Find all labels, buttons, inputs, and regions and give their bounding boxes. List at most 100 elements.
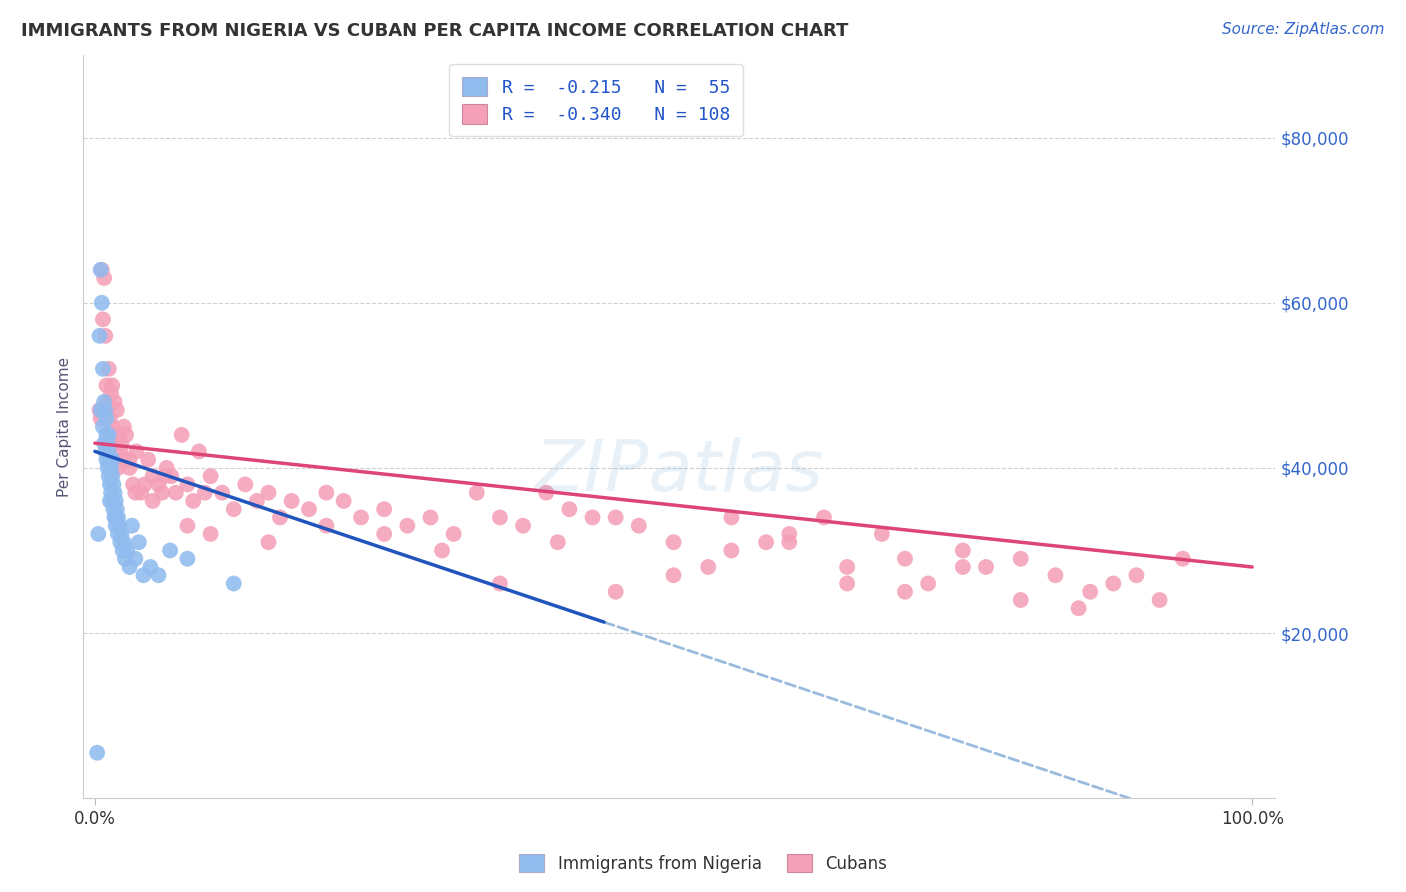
Point	[952, 543, 974, 558]
Point	[103, 510, 125, 524]
Point	[200, 469, 222, 483]
Point	[97, 461, 120, 475]
Point	[837, 560, 859, 574]
Point	[86, 746, 108, 760]
Point	[974, 560, 997, 574]
Point	[165, 485, 187, 500]
Text: IMMIGRANTS FROM NIGERIA VS CUBAN PER CAPITA INCOME CORRELATION CHART: IMMIGRANTS FROM NIGERIA VS CUBAN PER CAP…	[21, 22, 848, 40]
Point	[233, 477, 256, 491]
Point	[112, 535, 135, 549]
Point	[94, 403, 117, 417]
Point	[755, 535, 778, 549]
Point	[97, 469, 120, 483]
Point	[605, 584, 627, 599]
Point	[837, 576, 859, 591]
Point	[1045, 568, 1067, 582]
Point	[1149, 593, 1171, 607]
Point	[98, 494, 121, 508]
Point	[97, 395, 120, 409]
Point	[91, 312, 114, 326]
Point	[89, 328, 111, 343]
Point	[101, 452, 124, 467]
Legend: R =  -0.215   N =  55, R =  -0.340   N = 108: R = -0.215 N = 55, R = -0.340 N = 108	[449, 64, 742, 136]
Point	[160, 469, 183, 483]
Text: ZIPatlas: ZIPatlas	[534, 437, 824, 506]
Point	[98, 477, 121, 491]
Point	[91, 362, 114, 376]
Point	[917, 576, 939, 591]
Point	[298, 502, 321, 516]
Point	[396, 518, 419, 533]
Point	[211, 485, 233, 500]
Point	[96, 403, 118, 417]
Point	[125, 444, 148, 458]
Point	[96, 411, 118, 425]
Point	[142, 494, 165, 508]
Point	[110, 436, 132, 450]
Point	[156, 461, 179, 475]
Point	[870, 527, 893, 541]
Point	[101, 494, 124, 508]
Point	[98, 452, 121, 467]
Point	[124, 551, 146, 566]
Point	[332, 494, 354, 508]
Point	[107, 527, 129, 541]
Point	[93, 395, 115, 409]
Point	[101, 419, 124, 434]
Point	[512, 518, 534, 533]
Point	[1102, 576, 1125, 591]
Point	[1125, 568, 1147, 582]
Point	[100, 485, 122, 500]
Point	[108, 428, 131, 442]
Point	[134, 477, 156, 491]
Point	[100, 461, 122, 475]
Point	[139, 560, 162, 574]
Point	[94, 328, 117, 343]
Point	[93, 271, 115, 285]
Point	[419, 510, 441, 524]
Point	[153, 469, 176, 483]
Point	[373, 502, 395, 516]
Point	[159, 543, 181, 558]
Point	[894, 584, 917, 599]
Point	[107, 510, 129, 524]
Point	[98, 411, 121, 425]
Point	[87, 527, 110, 541]
Point	[662, 535, 685, 549]
Point	[142, 469, 165, 483]
Point	[89, 403, 111, 417]
Point	[720, 510, 742, 524]
Point	[118, 560, 141, 574]
Point	[97, 428, 120, 442]
Point	[176, 551, 198, 566]
Point	[778, 535, 800, 549]
Point	[136, 452, 159, 467]
Point	[103, 477, 125, 491]
Point	[148, 568, 170, 582]
Point	[100, 386, 122, 401]
Point	[200, 527, 222, 541]
Point	[181, 494, 204, 508]
Point	[122, 477, 145, 491]
Point	[315, 518, 337, 533]
Point	[90, 295, 112, 310]
Point	[90, 403, 112, 417]
Point	[148, 477, 170, 491]
Point	[96, 428, 118, 442]
Point	[662, 568, 685, 582]
Point	[1010, 551, 1032, 566]
Point	[280, 494, 302, 508]
Point	[350, 510, 373, 524]
Point	[110, 444, 132, 458]
Point	[778, 527, 800, 541]
Point	[443, 527, 465, 541]
Point	[373, 527, 395, 541]
Point	[121, 518, 143, 533]
Point	[128, 535, 150, 549]
Point	[124, 485, 146, 500]
Point	[246, 494, 269, 508]
Point	[115, 428, 138, 442]
Text: Source: ZipAtlas.com: Source: ZipAtlas.com	[1222, 22, 1385, 37]
Point	[90, 411, 112, 425]
Point	[627, 518, 650, 533]
